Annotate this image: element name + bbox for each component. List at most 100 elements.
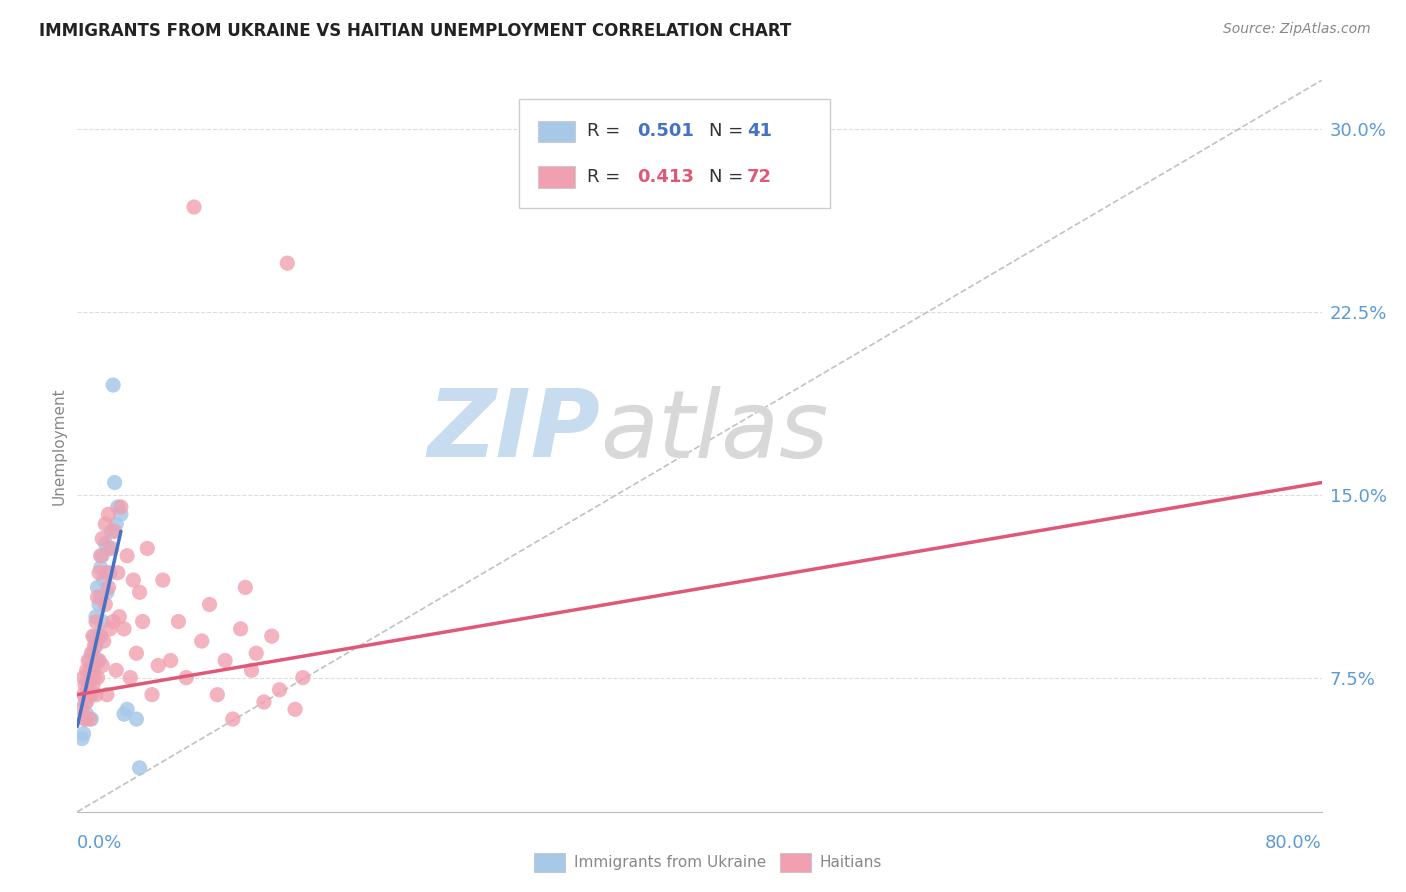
Point	[84, 615, 107, 629]
Point	[260, 629, 283, 643]
Point	[198, 598, 221, 612]
Point	[229, 622, 252, 636]
Point	[100, 541, 122, 556]
Point	[96, 688, 118, 702]
Point	[107, 566, 129, 580]
Text: ZIP: ZIP	[427, 385, 600, 477]
Point	[77, 678, 100, 692]
Point	[90, 549, 112, 563]
Point	[76, 688, 98, 702]
Point	[93, 573, 115, 587]
FancyBboxPatch shape	[537, 166, 575, 188]
Text: Haitians: Haitians	[820, 855, 882, 870]
Point	[233, 581, 256, 595]
Point	[84, 609, 107, 624]
Point	[90, 590, 112, 604]
Point	[86, 671, 108, 685]
Text: R =: R =	[588, 168, 627, 186]
Point	[183, 200, 205, 214]
Point	[72, 727, 94, 741]
Text: N =: N =	[710, 168, 749, 186]
Point	[79, 712, 101, 726]
Point	[291, 671, 314, 685]
Point	[104, 475, 127, 490]
Point	[76, 663, 98, 677]
Point	[207, 688, 229, 702]
Point	[222, 712, 245, 726]
Point	[112, 707, 135, 722]
Point	[276, 256, 298, 270]
Point	[131, 615, 153, 629]
Point	[94, 516, 117, 531]
Point	[148, 658, 170, 673]
Point	[90, 629, 112, 643]
Point	[77, 654, 100, 668]
Point	[115, 549, 138, 563]
Point	[128, 761, 150, 775]
Point	[83, 629, 105, 643]
Point	[253, 695, 276, 709]
Point	[136, 541, 159, 556]
Point	[269, 682, 291, 697]
Point	[125, 712, 148, 726]
Point	[82, 646, 104, 660]
Point	[91, 615, 114, 629]
Point	[93, 634, 115, 648]
Text: 0.413: 0.413	[637, 168, 695, 186]
Point	[70, 731, 93, 746]
Point	[107, 500, 129, 514]
Point	[83, 639, 105, 653]
Point	[101, 615, 124, 629]
Point	[76, 707, 98, 722]
Point	[112, 622, 135, 636]
Point	[82, 678, 104, 692]
Point	[80, 646, 103, 660]
Point	[91, 658, 114, 673]
Point	[86, 581, 108, 595]
Point	[82, 629, 104, 643]
Point	[70, 702, 93, 716]
Point	[80, 688, 103, 702]
Point	[83, 671, 105, 685]
Point	[87, 654, 110, 668]
Point	[87, 598, 110, 612]
Text: R =: R =	[588, 122, 627, 140]
Point	[91, 532, 114, 546]
Text: Immigrants from Ukraine: Immigrants from Ukraine	[574, 855, 766, 870]
Point	[72, 688, 94, 702]
Y-axis label: Unemployment: Unemployment	[51, 387, 66, 505]
Point	[120, 671, 142, 685]
Point	[105, 663, 128, 677]
Point	[86, 590, 108, 604]
Point	[87, 566, 110, 580]
Text: 80.0%: 80.0%	[1265, 834, 1322, 852]
Point	[101, 378, 124, 392]
Point	[97, 581, 120, 595]
Point	[240, 663, 263, 677]
Point	[94, 536, 117, 550]
Point	[75, 712, 97, 726]
Point	[214, 654, 236, 668]
FancyBboxPatch shape	[519, 99, 830, 209]
Point	[77, 682, 100, 697]
Point	[105, 516, 128, 531]
Point	[108, 609, 131, 624]
Point	[83, 658, 105, 673]
Point	[76, 695, 98, 709]
Point	[75, 678, 97, 692]
Point	[75, 695, 97, 709]
Point	[110, 508, 132, 522]
Point	[80, 712, 103, 726]
Point	[90, 561, 112, 575]
Point	[104, 524, 127, 539]
Point	[86, 654, 108, 668]
Point	[174, 671, 197, 685]
Point	[110, 500, 132, 514]
Point	[97, 508, 120, 522]
Point	[152, 573, 174, 587]
Point	[159, 654, 181, 668]
Text: 0.0%: 0.0%	[77, 834, 122, 852]
Point	[115, 702, 138, 716]
Point	[167, 615, 190, 629]
Text: 41: 41	[747, 122, 772, 140]
